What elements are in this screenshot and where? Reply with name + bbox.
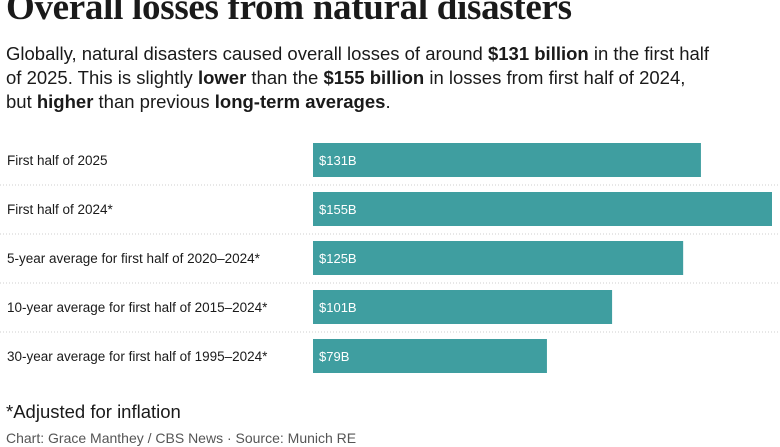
subtitle-emphasis: lower [197, 67, 247, 88]
subtitle-text: in the first half [588, 43, 710, 64]
subtitle-text: . [385, 91, 391, 112]
chart-title: Overall losses from natural disasters [6, 0, 572, 28]
footnote: *Adjusted for inflation [6, 401, 181, 422]
subtitle-text: than previous [93, 91, 215, 112]
chart-subtitle: Globally, natural disasters caused overa… [6, 42, 776, 114]
subtitle-text: than the [246, 67, 324, 88]
subtitle-text: but [6, 91, 37, 112]
subtitle-emphasis: $155 billion [323, 67, 425, 88]
category-label: First half of 2024* [7, 202, 114, 217]
bar-value-label: $131B [319, 153, 357, 168]
subtitle-text: Globally, natural disasters caused overa… [6, 43, 488, 64]
bar [313, 241, 684, 275]
bar-value-label: $155B [319, 202, 357, 217]
subtitle-emphasis: $131 billion [487, 43, 589, 64]
bar-value-label: $79B [319, 349, 349, 364]
category-label: 10-year average for first half of 2015–2… [7, 300, 268, 315]
bar [313, 290, 613, 324]
bar [313, 192, 772, 226]
chart-credit: Chart: Grace Manthey / CBS News · Source… [6, 430, 357, 446]
category-label: 30-year average for first half of 1995–2… [7, 349, 268, 364]
category-label: First half of 2025 [7, 153, 108, 168]
subtitle-text: of 2025. This is slightly [6, 67, 198, 88]
category-label: 5-year average for first half of 2020–20… [7, 251, 261, 266]
subtitle-text: in losses from first half of 2024, [424, 67, 686, 88]
subtitle-emphasis: long-term averages [214, 91, 386, 112]
bar [313, 143, 701, 177]
bar [313, 339, 547, 373]
bar-value-label: $101B [319, 300, 357, 315]
bar-value-label: $125B [319, 251, 357, 266]
subtitle-emphasis: higher [36, 91, 94, 112]
